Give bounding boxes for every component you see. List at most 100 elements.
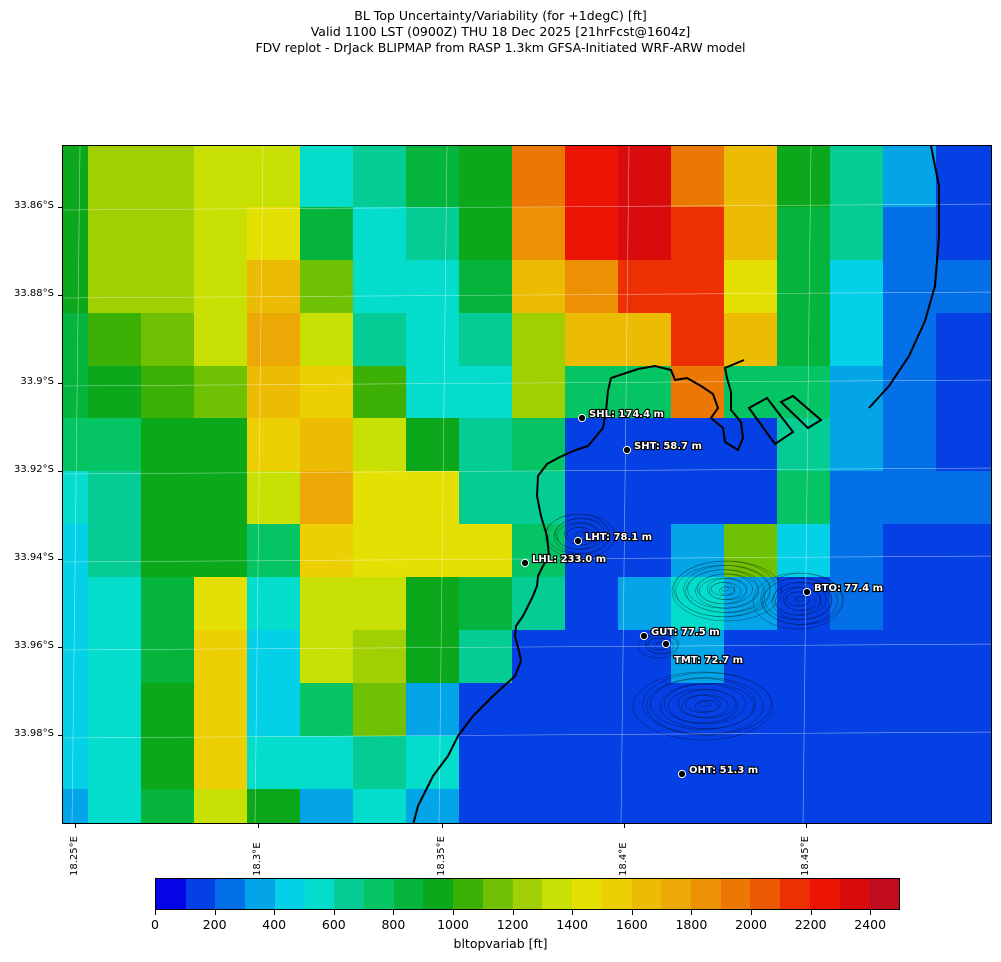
heatmap-cell	[459, 524, 513, 578]
colorbar-tick	[333, 910, 335, 915]
colorbar-tick-label: 0	[151, 917, 159, 932]
longitude-gridline	[71, 146, 81, 823]
colorbar-swatch	[780, 879, 810, 909]
heatmap-cell	[353, 207, 407, 261]
heatmap-cell	[671, 471, 725, 525]
heatmap-cell	[724, 154, 778, 208]
heatmap-cell	[247, 683, 301, 737]
heatmap-cell	[512, 789, 566, 823]
heatmap-cell	[63, 524, 89, 578]
terrain-contour	[660, 683, 754, 729]
heatmap-cell	[830, 683, 884, 737]
heatmap-cell	[883, 524, 937, 578]
heatmap-cell	[565, 418, 619, 472]
coastline-main	[412, 359, 745, 823]
heatmap-cell	[194, 471, 248, 525]
latitude-gridline	[63, 379, 991, 387]
x-tick	[442, 824, 443, 828]
heatmap-cell	[777, 683, 831, 737]
heatmap-cell	[777, 630, 831, 684]
latitude-gridline	[63, 467, 991, 475]
heatmap-cell	[724, 630, 778, 684]
heatmap-cell	[618, 683, 672, 737]
heatmap-cell	[247, 736, 301, 790]
y-tick	[58, 471, 62, 472]
heatmap-cell	[459, 313, 513, 367]
heatmap-cell	[247, 418, 301, 472]
heatmap-cell	[830, 630, 884, 684]
heatmap-cell	[618, 154, 672, 208]
y-tick	[58, 735, 62, 736]
station-label: GUT: 77.5 m	[651, 627, 720, 638]
heatmap-cell	[194, 683, 248, 737]
heatmap-cell	[194, 154, 248, 208]
longitude-gridline	[620, 146, 630, 823]
colorbar-tick-label: 400	[262, 917, 287, 932]
heatmap-cell	[565, 313, 619, 367]
terrain-contour	[663, 683, 747, 725]
heatmap-cell	[565, 577, 619, 631]
heatmap-cell	[565, 366, 619, 419]
station-dot	[677, 769, 687, 779]
terrain-contour	[764, 577, 832, 621]
colorbar-swatch	[869, 879, 899, 909]
heatmap-cell	[141, 577, 195, 631]
lat-lon-gridlines	[63, 146, 991, 823]
heatmap-cell	[459, 154, 513, 208]
heatmap-cell	[353, 471, 407, 525]
heatmap-cell	[883, 260, 937, 314]
heatmap-cell	[936, 524, 991, 578]
x-tick-label: 18.45°E	[800, 836, 811, 876]
heatmap-cell	[830, 207, 884, 261]
heatmap-cell	[141, 313, 195, 367]
heatmap-cell	[247, 207, 301, 261]
heatmap-cell	[512, 313, 566, 367]
heatmap-cell	[194, 736, 248, 790]
colorbar-swatch	[750, 879, 781, 909]
map-plot-area[interactable]: SHL: 174.4 m SHT: 58.7 m LHT: 78.1 m LHL: 2…	[62, 145, 992, 824]
heatmap-cell	[459, 789, 513, 823]
heatmap-cell	[936, 577, 991, 631]
heatmap-cell	[63, 154, 89, 208]
terrain-contour	[642, 672, 772, 736]
colorbar-swatch	[512, 879, 543, 909]
heatmap-cell	[512, 683, 566, 737]
terrain-contour	[773, 582, 827, 616]
colorbar-swatch	[156, 879, 186, 909]
heatmap-cell	[936, 683, 991, 737]
heatmap-cell	[777, 146, 831, 155]
heatmap-cell	[63, 577, 89, 631]
heatmap-cell	[63, 146, 89, 155]
heatmap-cell	[300, 146, 354, 155]
colorbar-swatch	[304, 879, 335, 909]
heatmap-cell	[300, 207, 354, 261]
heatmap-cell	[88, 524, 142, 578]
station-label: SHT: 58.7 m	[634, 441, 702, 452]
colorbar-swatch	[720, 879, 751, 909]
heatmap-cell	[406, 577, 460, 631]
x-tick-label: 18.35°E	[436, 836, 447, 876]
heatmap-cell	[459, 577, 513, 631]
heatmap-cell	[830, 471, 884, 525]
y-tick-label: 33.88°S	[14, 288, 54, 299]
terrain-contour	[685, 695, 721, 713]
heatmap-cell	[194, 313, 248, 367]
latitude-gridline	[63, 731, 991, 739]
station-dot	[639, 631, 649, 641]
heatmap-cell	[618, 207, 672, 261]
colorbar-tick-label: 1800	[675, 917, 708, 932]
heatmap-cell	[88, 313, 142, 367]
map-canvas[interactable]: SHL: 174.4 m SHT: 58.7 m LHT: 78.1 m LHL: 2…	[63, 146, 992, 824]
heatmap-cell	[88, 736, 142, 790]
heatmap-cell	[353, 418, 407, 472]
heatmap-cell	[194, 524, 248, 578]
heatmap-cell	[565, 154, 619, 208]
heatmap-cell	[618, 471, 672, 525]
latitude-gridline	[63, 203, 991, 211]
station-label: LHT: 78.1 m	[585, 532, 652, 543]
heatmap-cell	[247, 146, 301, 155]
colorbar-tick-label: 2200	[794, 917, 827, 932]
heatmap-cell	[194, 146, 248, 155]
heatmap-cell	[936, 207, 991, 261]
heatmap-cell	[247, 577, 301, 631]
